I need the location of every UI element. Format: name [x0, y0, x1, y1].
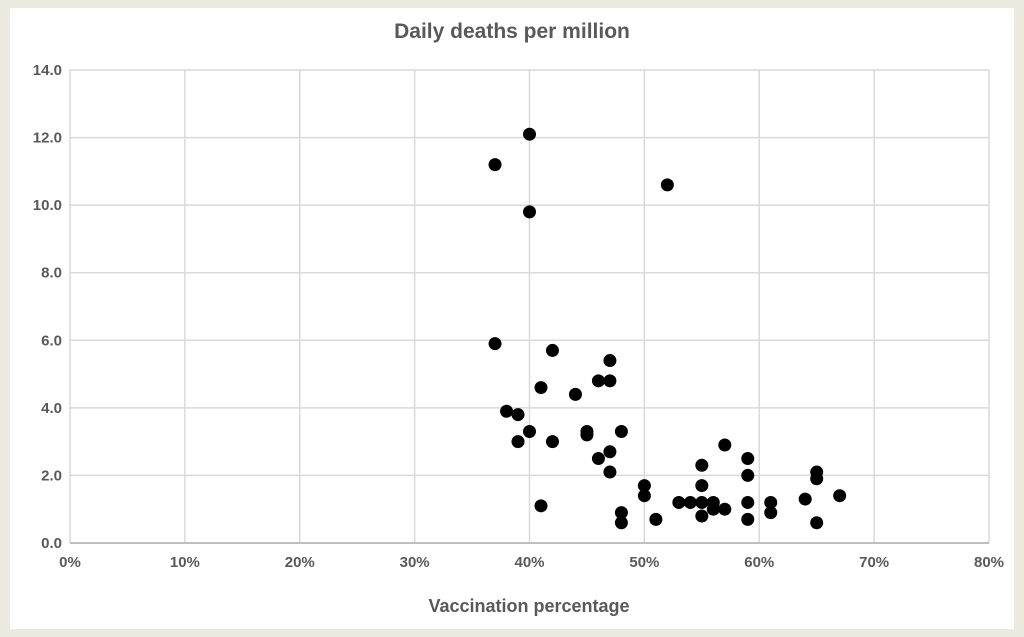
data-point [741, 468, 755, 482]
data-point [718, 502, 732, 516]
chart-area [10, 8, 1014, 629]
data-point [545, 343, 559, 357]
data-point [488, 158, 502, 172]
y-tick-label: 0.0 [41, 535, 62, 552]
data-point [637, 479, 651, 493]
x-tick-label: 70% [859, 554, 889, 571]
data-point [706, 502, 720, 516]
x-tick-label: 30% [400, 554, 430, 571]
data-point [614, 516, 628, 530]
data-point [695, 458, 709, 472]
data-point [741, 495, 755, 509]
x-tick-label: 20% [285, 554, 315, 571]
data-point [603, 445, 617, 459]
gridlines [69, 69, 990, 544]
x-tick-label: 80% [974, 554, 1004, 571]
data-point [798, 492, 812, 506]
y-tick-label: 2.0 [41, 467, 62, 484]
chart-title: Daily deaths per million [394, 20, 630, 43]
data-point [523, 425, 536, 439]
data-point [511, 408, 525, 422]
data-point [591, 374, 605, 388]
x-tick-label: 50% [629, 554, 659, 571]
data-point [810, 472, 824, 486]
x-axis-label: Vaccination percentage [428, 596, 629, 616]
data-point [695, 509, 709, 523]
data-point [488, 337, 502, 351]
data-point [660, 178, 674, 192]
tick-labels: 0% 10% 20% 30% 40% 50% 60% 70% 80% 0.0 2.0 4.0 6.0 8.… [33, 62, 1004, 571]
data-point [603, 374, 617, 388]
x-tick-label: 60% [744, 554, 774, 571]
y-tick-label: 14.0 [33, 62, 62, 79]
data-point [764, 495, 778, 509]
data-point [614, 506, 628, 520]
data-point [695, 479, 709, 493]
data-point [718, 438, 732, 452]
x-tick-label: 10% [170, 554, 200, 571]
data-point [545, 435, 559, 449]
data-point [500, 404, 514, 418]
data-point [534, 499, 548, 513]
data-point [649, 512, 663, 526]
y-tick-label: 8.0 [41, 265, 62, 282]
data-point [523, 205, 536, 219]
data-point [523, 127, 536, 141]
data-point [683, 495, 697, 509]
data-point [614, 425, 628, 439]
data-point [741, 452, 755, 466]
data-point [764, 506, 778, 520]
data-point [637, 489, 651, 503]
data-points [488, 127, 847, 530]
x-tick-label: 40% [514, 554, 544, 571]
data-point [511, 435, 525, 449]
data-point [591, 452, 605, 466]
data-point [672, 495, 686, 509]
y-tick-label: 12.0 [33, 130, 62, 147]
data-point [810, 516, 824, 530]
data-point [568, 387, 582, 401]
x-tick-label: 0% [59, 554, 81, 571]
y-tick-label: 4.0 [41, 400, 62, 417]
data-point [603, 354, 617, 368]
data-point [695, 495, 709, 509]
y-tick-label: 10.0 [33, 197, 62, 214]
data-point [833, 489, 847, 503]
data-point [741, 512, 755, 526]
data-point [603, 465, 617, 479]
data-point [534, 381, 548, 395]
y-tick-label: 6.0 [41, 332, 62, 349]
data-point [580, 428, 594, 442]
